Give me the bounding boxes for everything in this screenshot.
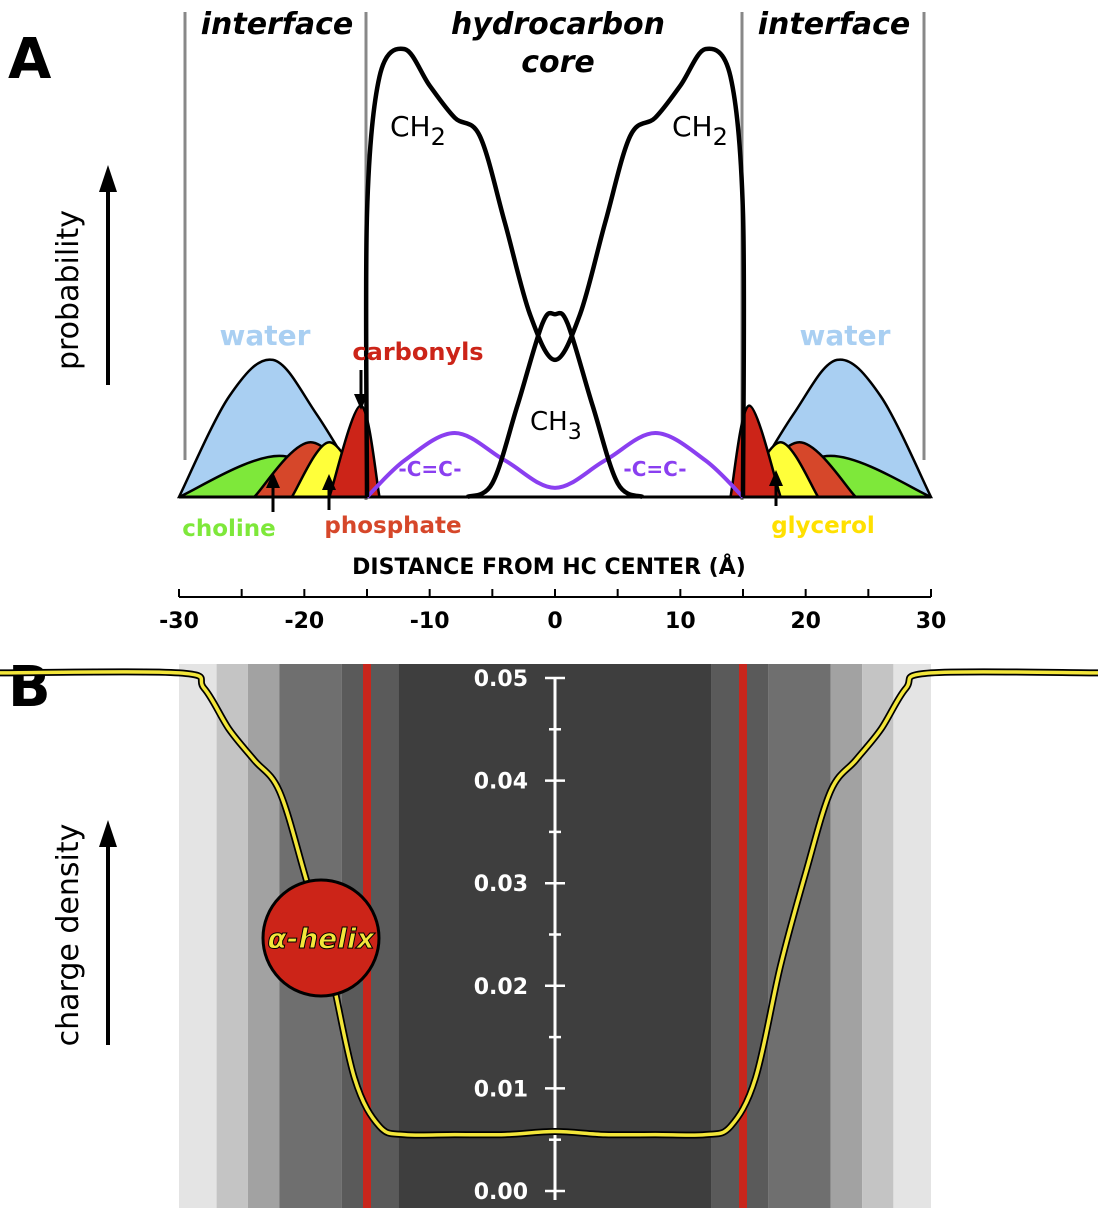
distance-axis-ticks: -30 -20 -10 0 10 20 30 xyxy=(159,589,946,634)
x-tick-label: -20 xyxy=(284,609,324,634)
panel-b-letter: B xyxy=(8,655,51,720)
region-label-interface-right: interface xyxy=(758,7,911,42)
gray-band xyxy=(830,664,863,1208)
region-label-hydrocarbon: hydrocarbon xyxy=(451,7,665,42)
carbonyls-arrow-head xyxy=(354,394,368,410)
ch3-label: CH3 xyxy=(530,407,582,445)
x-tick-label: 0 xyxy=(547,609,562,634)
glycerol-label: glycerol xyxy=(771,513,875,539)
region-label-core: core xyxy=(521,45,595,80)
y-tick-label: 0.02 xyxy=(474,975,528,1000)
double-bond-distribution xyxy=(365,430,745,499)
y-tick-label: 0.03 xyxy=(474,872,528,897)
alpha-helix-circle xyxy=(261,878,381,998)
water-label-left: water xyxy=(220,319,311,352)
charge-density-axis-label: charge density xyxy=(51,824,86,1047)
ch2-label-left: CH2 xyxy=(390,110,446,151)
glycerol-arrow-head xyxy=(769,470,783,486)
panel-a-letter: A xyxy=(8,27,52,92)
ch3-distribution xyxy=(466,310,644,500)
water-label-right: water xyxy=(800,319,891,352)
alpha-helix-label: α-helix xyxy=(267,922,375,955)
phosphate-label: phosphate xyxy=(324,513,461,539)
choline-arrow-head xyxy=(266,472,280,488)
probability-arrow-head xyxy=(99,165,117,192)
ch2-distribution xyxy=(363,46,747,498)
x-tick-label: -30 xyxy=(159,609,199,634)
x-tick-label: 20 xyxy=(790,609,821,634)
charge-density-arrow-head xyxy=(99,820,117,847)
distance-axis-label: DISTANCE FROM HC CENTER (Å) xyxy=(352,554,746,580)
gray-band xyxy=(862,664,894,1208)
carbonyls-label: carbonyls xyxy=(352,338,483,366)
x-tick-label: -10 xyxy=(410,609,450,634)
boundary-red-line-right xyxy=(739,664,747,1208)
double-bond-label-right: -C=C- xyxy=(623,457,686,481)
y-tick-label: 0.01 xyxy=(474,1077,528,1102)
x-tick-label: 10 xyxy=(665,609,696,634)
charge-curve-line xyxy=(0,669,1098,1137)
charge-density-axis-ticks: 0.00 0.01 0.02 0.03 0.04 0.05 xyxy=(474,667,565,1205)
charge-density-curve xyxy=(0,668,1098,1139)
x-tick-label: 30 xyxy=(916,609,947,634)
region-label-interface-left: interface xyxy=(201,7,354,42)
y-tick-label: 0.00 xyxy=(474,1180,528,1205)
gray-band xyxy=(179,664,217,1208)
phosphate-arrow-head xyxy=(322,474,336,490)
y-tick-label: 0.05 xyxy=(474,667,528,692)
gray-band xyxy=(216,664,248,1208)
gray-band xyxy=(893,664,931,1208)
double-bond-label-left: -C=C- xyxy=(398,457,461,481)
gray-band xyxy=(768,664,831,1208)
choline-label: choline xyxy=(182,516,276,542)
probability-axis-label: probability xyxy=(51,210,86,370)
pointer-arrows xyxy=(266,370,783,512)
y-tick-label: 0.04 xyxy=(474,770,528,795)
ch2-label-right: CH2 xyxy=(672,110,728,151)
